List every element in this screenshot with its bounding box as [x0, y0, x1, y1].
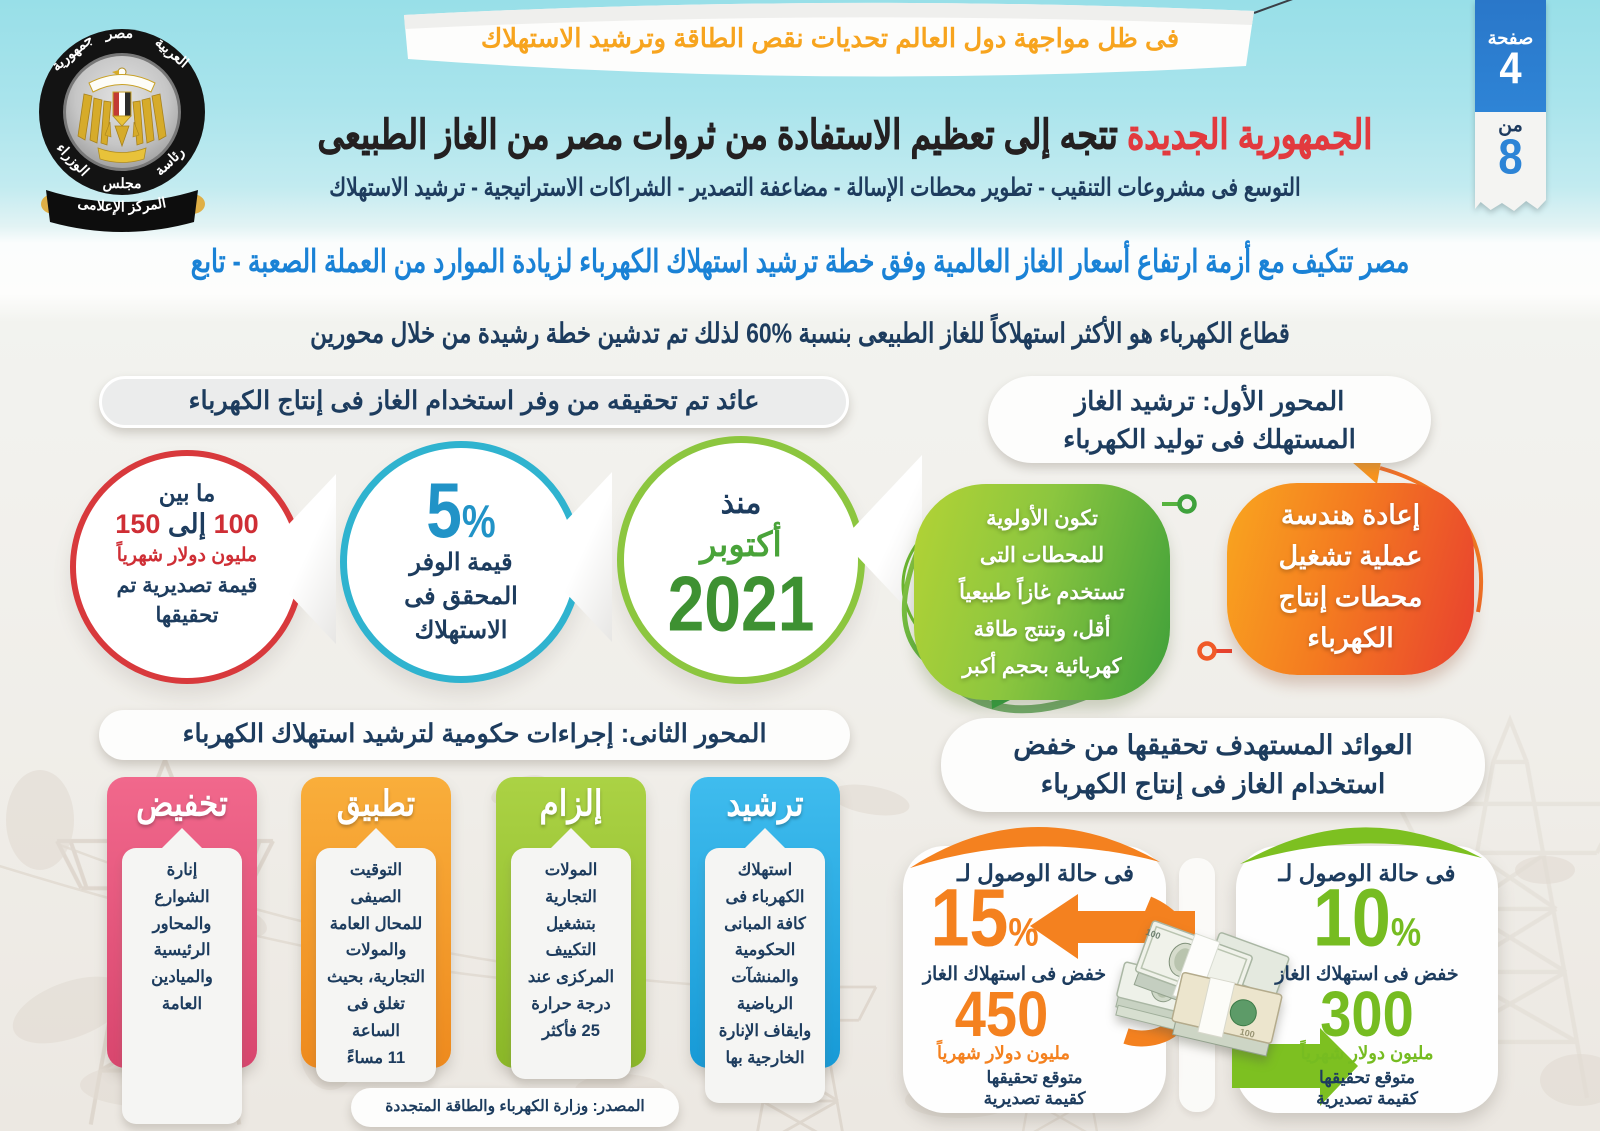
svg-text:مجلس: مجلس	[102, 175, 141, 192]
svg-text:المركز الإعلامى: المركز الإعلامى	[77, 194, 168, 216]
svg-text:مصر: مصر	[104, 25, 133, 43]
svg-text:100: 100	[1144, 927, 1162, 942]
svg-text:100: 100	[1239, 1027, 1256, 1040]
